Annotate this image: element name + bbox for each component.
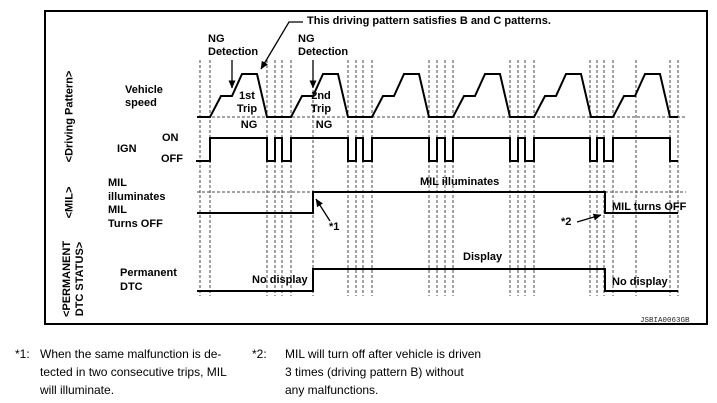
vertical-guide-lines [199, 60, 679, 296]
footnote1-text: When the same malfunction is de- tected … [40, 347, 227, 397]
axis-driving-pattern: <Driving Pattern> [63, 70, 76, 163]
ign-off-label: OFF [161, 153, 183, 165]
star2-arrow-icon [576, 213, 602, 223]
dtc-display-label: Display [463, 251, 503, 263]
star1-arrow-icon [315, 198, 331, 222]
top-note: This driving pattern satisfies B and C p… [307, 15, 551, 27]
star2-label: *2 [561, 216, 572, 228]
trip1-ng-label: NG [240, 119, 258, 131]
trip2-label: 2nd Trip [310, 90, 332, 115]
row-label-permanent-dtc: Permanent DTC [120, 267, 177, 293]
permanent-dtc-waveform [197, 268, 678, 292]
vehicle-speed-waveform [197, 73, 678, 118]
star1-label: *1 [329, 221, 340, 233]
ng-detection-label-1: NG Detection [208, 33, 259, 58]
footnote2-marker: *2: [252, 347, 267, 361]
axis-permanent-dtc-status: <PERMANENT DTC STATUS> [61, 240, 86, 318]
diagram-border [44, 10, 708, 325]
footnote1-marker: *1: [15, 347, 30, 361]
dtc-no-display-right-label: No display [612, 276, 668, 288]
axis-mil: <MIL> [63, 186, 76, 219]
mil-waveform [197, 191, 678, 214]
mil-turns-off-label: MIL turns OFF [612, 201, 687, 213]
ng-detection-label-2: NG Detection [298, 33, 349, 58]
ign-on-label: ON [162, 132, 179, 144]
mil-illuminates-label: MIL illuminates [420, 176, 500, 188]
row-label-vehicle-speed: Vehicle speed [125, 84, 163, 109]
trip1-label: 1st Trip [236, 90, 258, 115]
dtc-no-display-left-label: No display [252, 274, 308, 286]
row-label-mil-states: MIL illuminates MIL Turns OFF [108, 177, 166, 230]
trip2-ng-label: NG [315, 119, 333, 131]
top-note-arrow-icon [260, 21, 303, 70]
ign-waveform [196, 137, 678, 162]
footnote2-text: MIL will turn off after vehicle is drive… [285, 347, 482, 397]
figure-code: JSBIA0063GB [640, 317, 690, 325]
row-label-ign: IGN [117, 143, 137, 155]
